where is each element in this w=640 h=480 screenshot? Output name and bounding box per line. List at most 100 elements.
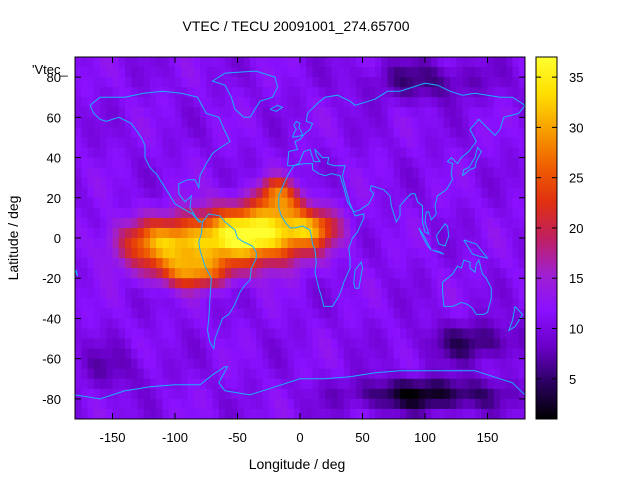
heatmap-cell: [512, 207, 520, 219]
heatmap-cell: [137, 408, 145, 419]
heatmap-cell: [237, 197, 245, 209]
heatmap-cell: [268, 348, 276, 360]
heatmap-cell: [387, 288, 395, 299]
heatmap-cell: [362, 388, 370, 400]
heatmap-cell: [287, 167, 295, 179]
heatmap-cell: [93, 97, 101, 108]
heatmap-cell: [306, 77, 314, 88]
heatmap-cell: [381, 238, 389, 249]
heatmap-cell: [368, 258, 376, 269]
heatmap-cell: [443, 398, 451, 410]
heatmap-cell: [125, 308, 132, 320]
heatmap-cell: [293, 107, 301, 118]
heatmap-cell: [387, 147, 395, 159]
heatmap-cell: [437, 348, 445, 360]
heatmap-cell: [431, 268, 439, 279]
heatmap-cell: [518, 348, 525, 360]
heatmap-cell: [93, 107, 101, 118]
heatmap-cell: [162, 278, 170, 289]
heatmap-cell: [93, 77, 101, 88]
heatmap-cell: [218, 408, 226, 419]
heatmap-cell: [318, 207, 326, 219]
heatmap-cell: [293, 57, 301, 68]
heatmap-cell: [487, 408, 495, 419]
heatmap-cell: [450, 258, 457, 269]
heatmap-cell: [100, 97, 107, 108]
y-tick-label: -20: [42, 271, 61, 286]
heatmap-cell: [350, 388, 357, 400]
heatmap-cell: [293, 268, 301, 279]
heatmap-cell: [150, 137, 157, 149]
heatmap-cell: [431, 358, 439, 370]
heatmap-cell: [225, 288, 232, 299]
heatmap-cell: [493, 328, 501, 340]
heatmap-cell: [112, 318, 120, 330]
heatmap-cell: [337, 77, 345, 88]
heatmap-cell: [356, 298, 364, 309]
heatmap-cell: [156, 398, 164, 410]
heatmap-cell: [212, 57, 220, 68]
heatmap-cell: [293, 207, 301, 219]
heatmap-cell: [500, 318, 507, 330]
heatmap-cell: [212, 268, 220, 279]
heatmap-cell: [293, 147, 301, 159]
heatmap-cell: [187, 308, 195, 320]
heatmap-cell: [268, 157, 276, 169]
heatmap-cell: [87, 278, 95, 289]
heatmap-cell: [162, 177, 170, 189]
heatmap-cell: [512, 358, 520, 370]
heatmap-cell: [106, 338, 114, 350]
heatmap-cell: [150, 348, 157, 360]
heatmap-cell: [200, 298, 207, 309]
heatmap-cell: [368, 318, 376, 330]
coastlines: [75, 70, 525, 400]
heatmap-cell: [225, 97, 232, 108]
heatmap-cell: [368, 328, 376, 340]
heatmap-cell: [356, 338, 364, 350]
heatmap-cell: [237, 167, 245, 179]
heatmap-cell: [337, 147, 345, 159]
heatmap-cell: [212, 107, 220, 118]
heatmap-cell: [350, 57, 357, 68]
heatmap-cell: [200, 388, 207, 400]
heatmap-cell: [262, 248, 270, 259]
heatmap-cell: [281, 87, 289, 98]
heatmap-cell: [287, 288, 295, 299]
heatmap-cell: [256, 167, 264, 179]
heatmap-cell: [381, 187, 389, 199]
heatmap-cell: [106, 217, 114, 229]
heatmap-cell: [250, 348, 257, 360]
heatmap-cell: [143, 278, 151, 289]
heatmap-cell: [450, 97, 457, 108]
heatmap-cell: [131, 268, 139, 279]
heatmap-cell: [418, 197, 426, 209]
heatmap-cell: [468, 227, 476, 239]
heatmap-cell: [200, 217, 207, 229]
heatmap-cell: [93, 288, 101, 299]
heatmap-cell: [125, 87, 132, 98]
heatmap-cell: [100, 167, 107, 179]
heatmap-cell: [225, 248, 232, 259]
heatmap-cell: [431, 117, 439, 128]
heatmap-cell: [206, 97, 214, 108]
heatmap-cell: [106, 167, 114, 179]
heatmap-cell: [493, 147, 501, 159]
heatmap-cell: [162, 97, 170, 108]
heatmap-cell: [306, 398, 314, 410]
heatmap-cell: [337, 238, 345, 249]
coastline-path: [75, 269, 78, 277]
heatmap-cell: [343, 348, 351, 360]
heatmap-cell: [462, 328, 470, 340]
heatmap-cell: [350, 398, 357, 410]
heatmap-cell: [100, 368, 107, 380]
heatmap-cell: [250, 67, 257, 78]
heatmap-cell: [300, 207, 307, 219]
heatmap-cell: [487, 338, 495, 350]
heatmap-cell: [125, 258, 132, 269]
heatmap-cell: [243, 378, 251, 390]
heatmap-cell: [287, 328, 295, 340]
heatmap-cell: [75, 177, 82, 189]
heatmap-cell: [431, 328, 439, 340]
heatmap-cell: [443, 258, 451, 269]
heatmap-cell: [418, 398, 426, 410]
